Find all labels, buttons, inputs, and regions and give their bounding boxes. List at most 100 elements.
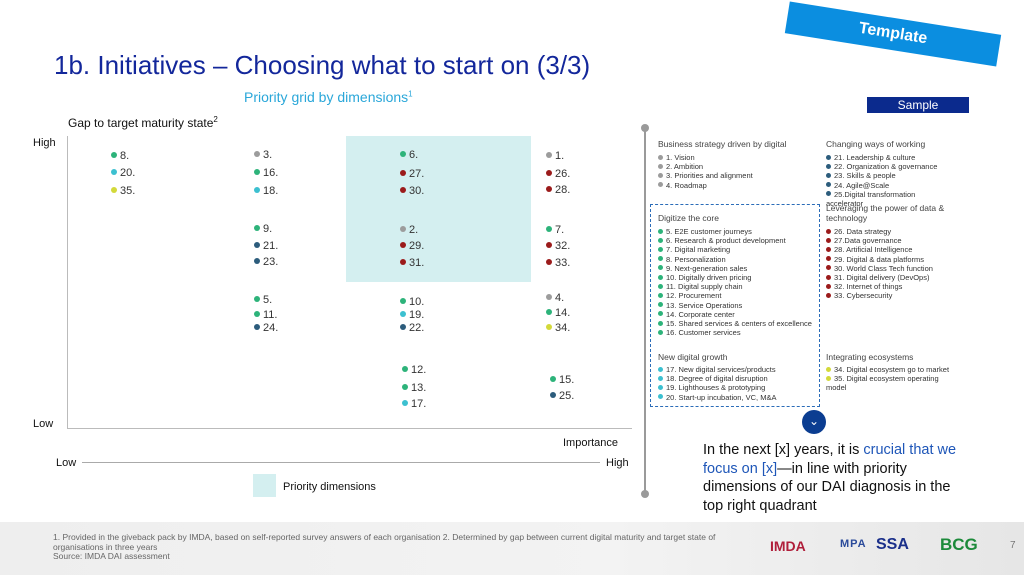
priority-quadrant [346,136,531,282]
chart-point: 15. [550,374,574,386]
legend-item-label: 33. Cybersecurity [834,291,893,301]
legend-dot [658,182,663,188]
legend-item: 35. Digital ecosystem operating model [826,374,956,392]
point-label: 30. [409,185,425,197]
legend-item: 23. Skills & people [826,171,946,180]
legend-item: 4. Roadmap [658,181,753,190]
point-label: 32. [555,240,571,252]
legend-dot [658,228,663,234]
legend-item: 33. Cybersecurity [826,291,933,300]
point-dot [254,258,260,265]
point-label: 4. [555,292,565,304]
legend-item-label: 5. E2E customer journeys [666,227,752,236]
legend-dot [826,228,831,234]
legend-item-label: 28. Artificial Intelligence [834,245,913,255]
legend-data: 26. Data strategy 27.Data governance 28. A… [826,227,933,301]
legend-item: 20. Start-up incubation, VC, M&A [658,393,776,402]
page-title: 1b. Initiatives – Choosing what to start… [54,50,591,80]
point-label: 18. [263,185,279,197]
chart-point: 9. [254,223,272,235]
legend-item-label: 34. Digital ecosystem go to market [834,365,950,374]
callout-text: In the next [x] years, it is crucial tha… [703,442,957,514]
chart-point: 30. [400,185,424,197]
legend-dot [826,191,831,197]
sample-badge: Sample [867,97,969,113]
legend-dot [826,154,831,160]
point-label: 19. [409,309,425,321]
legend-item: 9. Next-generation sales [658,264,812,273]
chart-point: 8. [111,150,129,162]
point-label: 14. [555,307,571,319]
legend-item-label: 12. Procurement [666,291,722,301]
divider-bottom-dot [641,490,649,498]
point-dot [400,242,406,249]
priority-legend-label: Priority dimensions [283,481,376,493]
x-axis-label: Importance [563,437,619,449]
legend-item-label: 23. Skills & people [834,171,896,181]
point-dot [546,226,552,233]
scale-line [82,462,600,463]
point-dot [111,169,117,176]
chart-point: 24. [254,322,278,334]
legend-item: 7. Digital marketing [658,245,812,254]
legend-item: 28. Artificial Intelligence [826,245,933,254]
point-dot [550,392,556,399]
chart-point: 6. [400,149,418,161]
divider-line [644,130,646,495]
legend-item-label: 4. Roadmap [666,180,707,190]
legend-item-label: 10. Digitally driven pricing [666,273,752,283]
legend-item-label: 18. Degree of digital disruption [666,374,768,384]
legend-dot [826,366,831,372]
legend-dot [826,283,831,289]
legend-dot [658,311,663,317]
legend-item: 3. Priorities and alignment [658,171,753,180]
legend-item: 29. Digital & data platforms [826,255,933,264]
divider-top-dot [641,124,649,132]
chart-point: 32. [546,240,570,252]
legend-item-label: 32. Internet of things [834,282,903,292]
point-label: 20. [120,167,136,179]
chart-point: 12. [402,364,426,376]
point-dot [546,259,552,266]
point-dot [254,324,260,331]
legend-business: 1. Vision 2. Ambition 3. Priorities and al… [658,153,753,190]
legend-dot [658,237,663,243]
legend-dot [658,172,663,178]
legend-item: 27.Data governance [826,236,933,245]
point-label: 23. [263,256,279,268]
legend-dot [658,375,663,381]
legend-item: 12. Procurement [658,291,812,300]
legend-item: 34. Digital ecosystem go to market [826,365,956,374]
legend-item-label: 27.Data governance [834,236,902,246]
legend-dot [658,292,663,298]
chart-point: 11. [254,309,277,321]
legend-item: 30. World Class Tech function [826,264,933,273]
legend-item: 10. Digitally driven pricing [658,273,812,282]
chart-point: 14. [546,307,570,319]
legend-dot [658,274,663,280]
point-dot [546,170,552,177]
point-dot [400,259,406,266]
legend-item-label: 9. Next-generation sales [666,263,748,273]
legend-dot [658,302,663,308]
chart-point: 26. [546,168,570,180]
chart-point: 13. [402,382,426,394]
legend-dot [826,172,831,178]
point-dot [546,309,552,316]
subtitle: Priority grid by dimensions1 [244,89,413,105]
chart-point: 1. [546,150,564,162]
legend-item-label: 13. Service Operations [666,300,743,310]
chart-point: 35. [111,185,135,197]
x-low-label: Low [56,457,77,469]
point-dot [546,242,552,249]
bcg-logo: BCG [940,535,978,554]
point-dot [402,366,408,373]
legend-item: 18. Degree of digital disruption [658,374,776,383]
legend-item: 19. Lighthouses & prototyping [658,383,776,392]
chart-point: 3. [254,149,272,161]
legend-dot [826,256,831,262]
legend-item-label: 16. Customer services [666,328,741,338]
legend-item: 21. Leadership & culture [826,153,946,162]
chart-point: 16. [254,167,278,179]
legend-item-label: 25.Digital transformation accelerator [826,189,916,209]
